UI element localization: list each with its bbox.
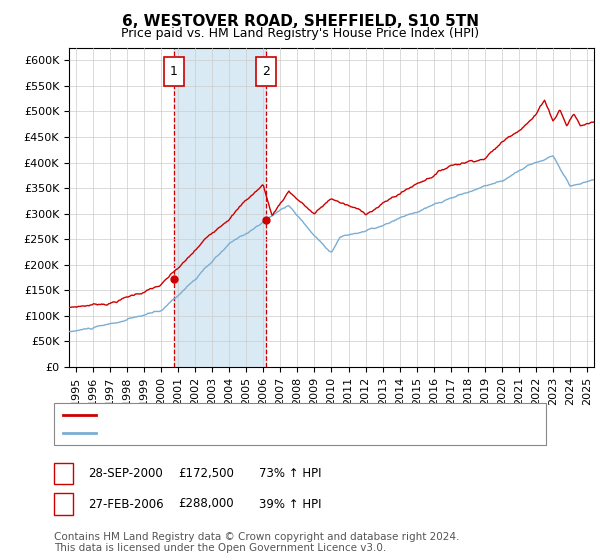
Text: 73% ↑ HPI: 73% ↑ HPI — [259, 466, 322, 480]
FancyBboxPatch shape — [256, 57, 276, 86]
Text: 6, WESTOVER ROAD, SHEFFIELD, S10 5TN (detached house): 6, WESTOVER ROAD, SHEFFIELD, S10 5TN (de… — [103, 408, 457, 422]
Text: 6, WESTOVER ROAD, SHEFFIELD, S10 5TN: 6, WESTOVER ROAD, SHEFFIELD, S10 5TN — [121, 14, 479, 29]
Text: 1: 1 — [170, 65, 178, 78]
Bar — [173, 48, 266, 367]
Text: 2: 2 — [60, 497, 67, 511]
Text: 39% ↑ HPI: 39% ↑ HPI — [259, 497, 322, 511]
Text: 1: 1 — [60, 466, 67, 480]
Text: 2: 2 — [262, 65, 270, 78]
Text: 27-FEB-2006: 27-FEB-2006 — [88, 497, 164, 511]
Text: £172,500: £172,500 — [178, 466, 234, 480]
FancyBboxPatch shape — [164, 57, 184, 86]
Text: Contains HM Land Registry data © Crown copyright and database right 2024.
This d: Contains HM Land Registry data © Crown c… — [54, 531, 460, 553]
Text: £288,000: £288,000 — [178, 497, 234, 511]
Text: 28-SEP-2000: 28-SEP-2000 — [88, 466, 163, 480]
Text: Price paid vs. HM Land Registry's House Price Index (HPI): Price paid vs. HM Land Registry's House … — [121, 27, 479, 40]
Text: HPI: Average price, detached house, Sheffield: HPI: Average price, detached house, Shef… — [103, 427, 373, 440]
